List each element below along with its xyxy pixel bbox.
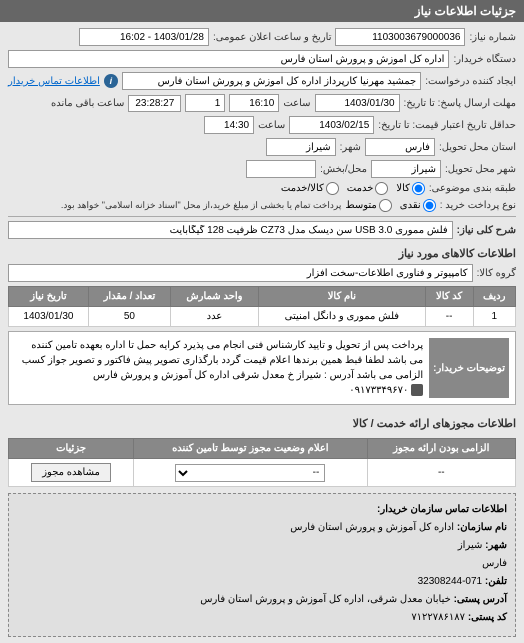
remain-label: ساعت باقی مانده [51,98,124,109]
radio-services-label: خدمت [347,183,374,194]
buyer-field [8,50,449,68]
phone-icon [411,384,423,396]
need-info-panel: شماره نیاز: تاریخ و ساعت اعلان عمومی: دس… [0,22,524,643]
sector-field [246,160,316,178]
contact-address: خیابان معدل شرقی، اداره کل آموزش و پرورش… [200,594,451,605]
cell-qty: 50 [88,307,170,327]
city-field [266,138,336,156]
radio-services[interactable]: خدمت [347,182,389,195]
desc-field [8,221,453,239]
buyer-note-box: توضیحات خریدار: پرداخت پس از تحویل و تای… [8,331,516,405]
buyer-contact-block: اطلاعات تماس سازمان خریدار: نام سازمان: … [8,493,516,637]
col-row: ردیف [473,287,515,307]
goods-header: اطلاعات کالاهای مورد نیاز [8,243,516,264]
cell-unit: عدد [170,307,258,327]
contact-postcode-label: کد پستی: [468,612,507,623]
need-number-label: شماره نیاز: [469,32,516,43]
col-code: کد کالا [425,287,473,307]
radio-cash-label: نقدی [400,200,421,211]
table-row: -- -- مشاهده مجوز [9,459,516,487]
section-header-need: جزئیات اطلاعات نیاز [0,0,524,22]
goods-table-header-row: ردیف کد کالا نام کالا واحد شمارش تعداد /… [9,287,516,307]
table-row[interactable]: 1 -- فلش مموری و دانگل امنیتی عدد 50 140… [9,307,516,327]
cell-name: فلش مموری و دانگل امنیتی [258,307,425,327]
district-field [371,160,441,178]
subject-group-radios: کالا خدمت کالا/خدمت [281,182,425,195]
buyer-note-label: توضیحات خریدار: [429,338,509,398]
permits-header-row: الزامی بودن ارائه مجوز اعلام وضعیت مجوز … [9,439,516,459]
time-label-1: ساعت [283,98,310,109]
radio-cash[interactable]: نقدی [400,199,436,212]
requester-field [122,72,421,90]
pay-note: پرداخت تمام یا بخشی از مبلغ خرید،از محل … [61,200,341,211]
cell-details: مشاهده مجوز [9,459,134,487]
radio-goods[interactable]: کالا [396,182,425,195]
col-name: نام کالا [258,287,425,307]
contact-phone-label: تلفن: [485,576,507,587]
cell-code: -- [425,307,473,327]
valid-date-field[interactable] [289,116,374,134]
cell-idx: 1 [473,307,515,327]
col-status: اعلام وضعیت مجوز توسط تامین کننده [134,439,367,459]
info-icon[interactable]: i [104,74,118,88]
group-label: طبقه بندی موضوعی: [429,183,516,194]
contact-org: اداره کل آموزش و پرورش استان فارس [290,522,454,533]
sector-label: محل/بخش: [320,164,367,175]
view-permit-button[interactable]: مشاهده مجوز [31,463,111,482]
province-field [365,138,435,156]
contact-phone: 071-32308244 [418,576,483,587]
radio-goods-label: کالا [396,183,410,194]
radio-goods-services[interactable]: کالا/خدمت [281,182,339,195]
col-qty: تعداد / مقدار [88,287,170,307]
buyer-phone: ۰۹۱۷۳۳۴۹۶۷۰ [349,385,408,396]
deadline-label: مهلت ارسال پاسخ: تا تاریخ: [404,98,516,109]
goods-group-label: گروه کالا: [477,268,516,279]
radio-goods-services-label: کالا/خدمت [281,183,324,194]
time-label-2: ساعت [258,120,285,131]
goods-table: ردیف کد کالا نام کالا واحد شمارش تعداد /… [8,286,516,327]
valid-time-field[interactable] [204,116,254,134]
district-label: شهر محل تحویل: [445,164,516,175]
goods-group-field [8,264,473,282]
buyer-note-text: پرداخت پس از تحویل و تایید کارشناس فنی ا… [22,340,423,381]
contact-title: اطلاعات تماس سازمان خریدار: [377,504,507,515]
need-number-field[interactable] [335,28,465,46]
deadline-date-field[interactable] [315,94,400,112]
cell-status: -- [134,459,367,487]
countdown: 23:28:27 [128,95,181,112]
radio-mid[interactable]: متوسط [345,199,391,212]
cell-mandatory: -- [367,459,515,487]
permits-header: اطلاعات مجوزهای ارائه خدمت / کالا [8,413,516,434]
desc-label: شرح کلی نیاز: [457,225,516,236]
announce-field [79,28,209,46]
contact-address-label: آدرس پستی: [454,594,507,605]
radio-mid-label: متوسط [345,200,376,211]
buyer-contact-link[interactable]: اطلاعات تماس خریدار [8,76,100,87]
col-unit: واحد شمارش [170,287,258,307]
contact-postcode: ۷۱۲۲۷۸۶۱۸۷ [411,612,465,623]
announce-label: تاریخ و ساعت اعلان عمومی: [213,32,332,43]
cell-date: 1403/01/30 [9,307,89,327]
col-mandatory: الزامی بودن ارائه مجوز [367,439,515,459]
contact-city-label: شهر: [485,540,507,551]
remain-days-field [185,94,225,112]
requester-label: ایجاد کننده درخواست: [425,76,516,87]
contact-city: شیراز [458,540,483,551]
paytype-radios: نقدی متوسط [345,199,435,212]
permits-table: الزامی بودن ارائه مجوز اعلام وضعیت مجوز … [8,438,516,487]
paytype-label: نوع پرداخت خرید : [440,200,516,211]
col-details: جزئیات [9,439,134,459]
city-label: شهر: [340,142,361,153]
province-label: استان محل تحویل: [439,142,516,153]
contact-org-label: نام سازمان: [457,522,507,533]
deadline-time-field[interactable] [229,94,279,112]
valid-label: حداقل تاریخ اعتبار قیمت: تا تاریخ: [378,120,516,131]
col-date: تاریخ نیاز [9,287,89,307]
contact-province: فارس [482,558,507,569]
buyer-label: دستگاه خریدار: [453,54,516,65]
permit-status-select[interactable]: -- [175,464,325,482]
